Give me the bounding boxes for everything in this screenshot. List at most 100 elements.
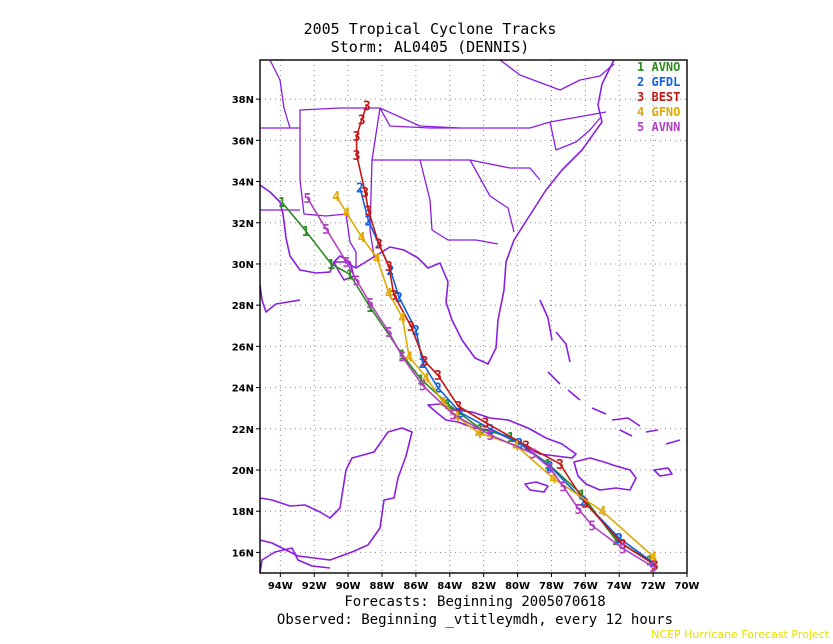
track-point-marker: 1 <box>366 301 374 316</box>
track-point-marker: 4 <box>373 252 381 267</box>
legend-item-gfno: 4 GFNO <box>637 105 680 119</box>
chart-title: 2005 Tropical Cyclone Tracks <box>303 20 557 38</box>
legend-label: GFNO <box>651 105 681 119</box>
track-point-marker: 3 <box>556 458 564 473</box>
track-point-marker: 4 <box>549 472 557 487</box>
track-point-marker: 2 <box>487 423 495 438</box>
track-line-gfno <box>335 195 654 558</box>
legend-item-best: 3 BEST <box>637 90 680 104</box>
x-tick-label: 86W <box>403 581 428 592</box>
storm-tracks: 1111111111111122222222222222233333333333… <box>278 99 659 576</box>
y-tick-label: 36N <box>232 136 254 147</box>
track-point-marker: 5 <box>559 480 567 495</box>
track-point-marker: 1 <box>302 225 310 240</box>
track-point-marker: 2 <box>356 182 364 197</box>
track-point-marker: 5 <box>343 256 351 271</box>
track-point-marker: 4 <box>649 551 657 566</box>
x-tick-label: 90W <box>336 581 361 592</box>
observed-start-label: Observed: Beginning _vtitleymdh, every 1… <box>276 612 674 628</box>
legend-item-gfdl: 2 GFDL <box>637 75 680 89</box>
track-point-marker: 3 <box>481 417 489 432</box>
track-point-marker: 3 <box>420 355 428 370</box>
grid <box>260 60 688 573</box>
track-point-marker: 5 <box>398 351 406 366</box>
track-point-marker: 5 <box>322 223 330 238</box>
track-point-marker: 2 <box>412 324 420 339</box>
track-point-marker: 3 <box>390 289 398 304</box>
track-point-marker: 3 <box>522 439 530 454</box>
legend-number: 4 <box>637 105 645 119</box>
track-point-marker: 4 <box>475 427 483 442</box>
legend-item-avnn: 5 AVNN <box>637 120 680 134</box>
track-point-marker: 5 <box>419 380 427 395</box>
track-point-marker: 4 <box>398 312 406 327</box>
track-point-marker: 3 <box>385 260 393 275</box>
legend-number: 2 <box>637 75 645 89</box>
track-point-marker: 5 <box>619 542 627 557</box>
x-tick-label: 78W <box>539 581 564 592</box>
track-point-marker: 5 <box>575 503 583 518</box>
x-tick-label: 92W <box>302 581 327 592</box>
legend-label: GFDL <box>651 75 681 89</box>
y-tick-label: 30N <box>232 260 254 271</box>
x-tick-label: 76W <box>573 581 598 592</box>
credit-text: NCEP Hurricane Forecast Project <box>651 628 829 641</box>
track-point-marker: 1 <box>444 398 452 413</box>
track-point-marker: 1 <box>327 258 335 273</box>
track-line-avnn <box>306 197 654 568</box>
y-tick-label: 22N <box>232 425 254 436</box>
track-point-marker: 3 <box>434 369 442 384</box>
y-tick-label: 20N <box>232 466 254 477</box>
track-point-marker: 3 <box>358 114 366 129</box>
track-point-marker: 3 <box>619 538 627 553</box>
x-tick-label: 72W <box>641 581 666 592</box>
track-point-marker: 5 <box>353 274 361 289</box>
y-tick-label: 38N <box>232 95 254 106</box>
track-point-marker: 3 <box>375 237 383 252</box>
track-point-marker: 4 <box>439 396 447 411</box>
axis-ticks: 94W 92W 90W 88W 86W 84W 82W 80W 78W 76W 74W 72W 70W 1… <box>232 95 700 592</box>
legend-number: 5 <box>637 120 645 134</box>
x-tick-label: 84W <box>437 581 462 592</box>
track-line-best <box>355 105 656 566</box>
track-point-marker: 5 <box>588 520 596 535</box>
track-point-marker: 2 <box>456 406 464 421</box>
track-point-marker: 1 <box>417 373 425 388</box>
track-point-marker: 5 <box>487 429 495 444</box>
y-tick-label: 34N <box>232 178 254 189</box>
track-point-marker: 5 <box>649 561 657 576</box>
track-point-marker: 3 <box>361 186 369 201</box>
track-point-marker: 5 <box>366 297 374 312</box>
y-tick-label: 32N <box>232 219 254 230</box>
legend-number: 3 <box>637 90 645 104</box>
track-point-marker: 5 <box>529 448 537 463</box>
track-point-marker: 1 <box>612 534 620 549</box>
y-tick-label: 28N <box>232 301 254 312</box>
legend-item-avno: 1 AVNO <box>637 60 680 74</box>
legend-label: AVNN <box>651 120 681 134</box>
x-tick-label: 82W <box>471 581 496 592</box>
legend-label: AVNO <box>651 60 681 74</box>
x-tick-label: 74W <box>607 581 632 592</box>
x-tick-label: 70W <box>675 581 700 592</box>
track-point-marker: 4 <box>453 410 461 425</box>
track-point-marker: 5 <box>304 192 312 207</box>
track-point-marker: 3 <box>454 400 462 415</box>
track-point-marker: 1 <box>578 489 586 504</box>
plot-area <box>260 60 687 573</box>
track-point-marker: 4 <box>358 231 366 246</box>
track-point-marker: 3 <box>353 130 361 145</box>
track-point-marker: 2 <box>365 215 373 230</box>
plot-frame <box>259 59 688 574</box>
track-point-marker: 3 <box>353 149 361 164</box>
track-point-marker: 3 <box>363 99 371 114</box>
track-point-marker: 5 <box>546 462 554 477</box>
x-tick-label: 80W <box>505 581 530 592</box>
track-point-marker: 4 <box>385 287 393 302</box>
legend-label: BEST <box>651 90 681 104</box>
track-point-marker: 4 <box>343 206 351 221</box>
track-point-marker: 3 <box>407 320 415 335</box>
